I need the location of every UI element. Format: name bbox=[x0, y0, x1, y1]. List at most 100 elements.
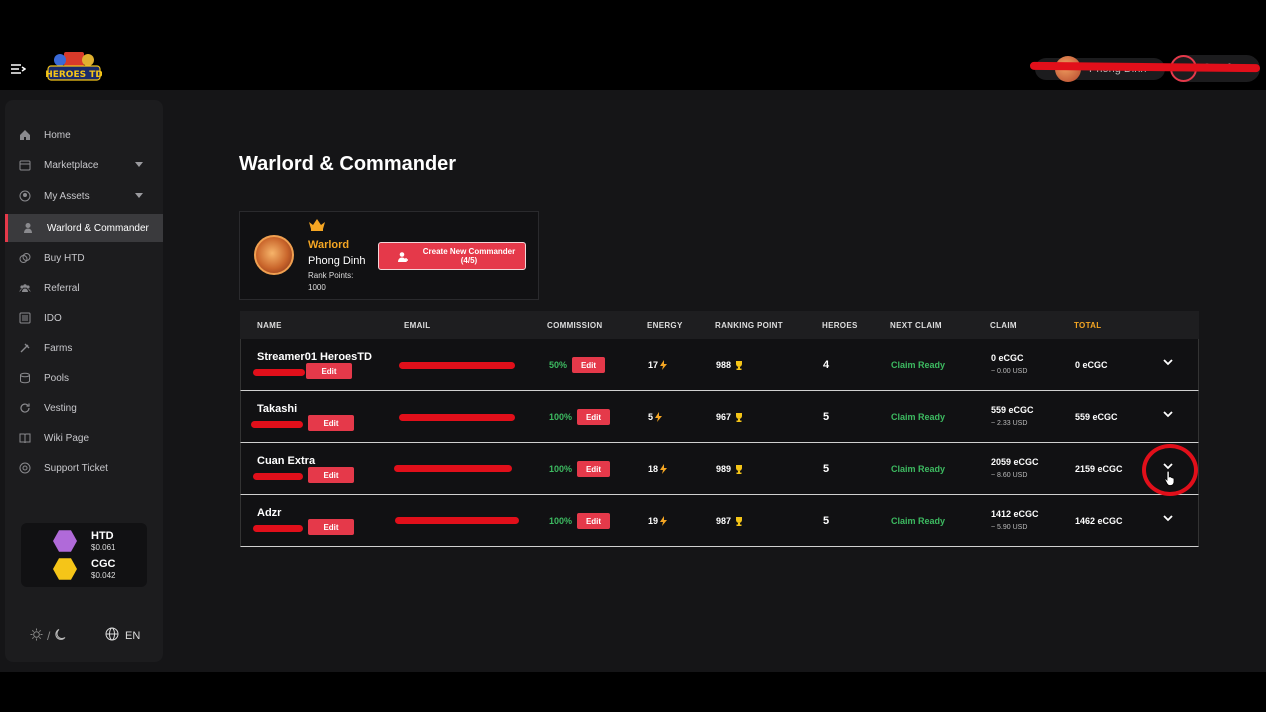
language-selector[interactable]: EN bbox=[105, 627, 140, 644]
column-header: EMAIL bbox=[404, 321, 431, 330]
energy: 18 bbox=[648, 464, 668, 474]
edit-name-button[interactable]: Edit bbox=[308, 415, 354, 431]
edit-commission-button[interactable]: Edit bbox=[577, 461, 610, 477]
sidebar-item-marketplace[interactable]: Marketplace bbox=[5, 151, 163, 179]
refresh-icon bbox=[18, 401, 32, 415]
coin-name: CGC bbox=[91, 558, 116, 570]
warlord-name: Phong Dinh bbox=[308, 255, 366, 267]
commander-table: NAME EMAIL COMMISSION ENERGY RANKING POI… bbox=[240, 311, 1199, 548]
claim-amount: 2059 eCGC bbox=[991, 457, 1039, 467]
commander-name: Adzr bbox=[257, 507, 282, 519]
ranking-value: 989 bbox=[716, 464, 732, 474]
chevron-down-icon[interactable] bbox=[1161, 511, 1175, 525]
lightning-icon bbox=[660, 464, 668, 474]
column-header: ENERGY bbox=[647, 321, 683, 330]
chevron-down-icon[interactable] bbox=[1161, 355, 1175, 369]
sidebar-item-ido[interactable]: IDO bbox=[5, 304, 163, 332]
chevron-down-icon[interactable] bbox=[1161, 407, 1175, 421]
sidebar-item-label: IDO bbox=[44, 312, 62, 324]
sidebar-item-warlord-commander[interactable]: Warlord & Commander bbox=[5, 214, 163, 242]
store-icon bbox=[18, 158, 32, 172]
hand-cursor-icon bbox=[1164, 470, 1176, 491]
energy: 5 bbox=[648, 412, 663, 422]
sidebar-item-label: Referral bbox=[44, 282, 80, 294]
token-prices-panel: HTD $0.061 CGC $0.042 bbox=[21, 523, 147, 587]
energy: 17 bbox=[648, 360, 668, 370]
claim-usd: ~ 8.60 USD bbox=[991, 472, 1028, 479]
sidebar-item-vesting[interactable]: Vesting bbox=[5, 394, 163, 422]
ranking-value: 967 bbox=[716, 412, 732, 422]
user-circle-icon bbox=[18, 189, 32, 203]
rank-points-value: 1000 bbox=[308, 283, 326, 292]
sidebar-item-label: Buy HTD bbox=[44, 252, 85, 264]
sidebar-item-support-ticket[interactable]: Support Ticket bbox=[5, 454, 163, 482]
energy-value: 5 bbox=[648, 412, 654, 422]
group-icon bbox=[18, 281, 32, 295]
heroes-td-logo[interactable]: HEROES TD bbox=[45, 50, 103, 86]
claim-amount: 0 eCGC bbox=[991, 353, 1024, 363]
top-bar: HEROES TD Phong Dinh 0x...4c bbox=[0, 0, 1266, 90]
email-redacted bbox=[399, 414, 515, 421]
highlight-circle bbox=[1142, 444, 1198, 496]
table-row: Takashi Edit 100% Edit 5 967 5 Claim Rea… bbox=[240, 391, 1199, 443]
sidebar-item-home[interactable]: Home bbox=[5, 121, 163, 149]
lightning-icon bbox=[660, 360, 668, 370]
commander-name: Cuan Extra bbox=[257, 455, 316, 467]
redaction-mark bbox=[253, 525, 303, 532]
claim-amount: 1412 eCGC bbox=[991, 509, 1039, 519]
theme-toggle[interactable]: / bbox=[30, 628, 67, 644]
edit-commission-button[interactable]: Edit bbox=[577, 513, 610, 529]
ranking-value: 987 bbox=[716, 516, 732, 526]
sidebar-item-label: My Assets bbox=[44, 190, 90, 202]
heroes-count: 4 bbox=[823, 359, 830, 371]
edit-commission-button[interactable]: Edit bbox=[572, 357, 605, 373]
sidebar-item-pools[interactable]: Pools bbox=[5, 364, 163, 392]
commission-value: 100% bbox=[549, 464, 573, 474]
sidebar-item-my-assets[interactable]: My Assets bbox=[5, 182, 163, 210]
commission-value: 100% bbox=[549, 412, 573, 422]
commander-name: Streamer01 HeroesTD bbox=[257, 351, 372, 363]
trophy-icon bbox=[736, 517, 743, 526]
edit-commission-button[interactable]: Edit bbox=[577, 409, 610, 425]
warlord-avatar bbox=[254, 235, 294, 275]
email-redacted bbox=[394, 465, 512, 472]
list-icon bbox=[18, 311, 32, 325]
edit-name-button[interactable]: Edit bbox=[306, 363, 352, 379]
ranking: 987 bbox=[716, 516, 744, 526]
ranking: 988 bbox=[716, 360, 744, 370]
create-commander-button[interactable]: Create New Commander (4/5) bbox=[378, 242, 526, 270]
moon-icon[interactable] bbox=[54, 628, 67, 644]
warlord-card: Warlord Phong Dinh Rank Points: 1000 Cre… bbox=[239, 211, 539, 300]
sidebar-item-farms[interactable]: Farms bbox=[5, 334, 163, 362]
sidebar-item-buy-htd[interactable]: Buy HTD bbox=[5, 244, 163, 272]
lightning-icon bbox=[655, 412, 663, 422]
chevron-down-icon[interactable] bbox=[135, 162, 143, 167]
heroes-count: 5 bbox=[823, 463, 830, 475]
claim-usd: ~ 5.90 USD bbox=[991, 524, 1028, 531]
column-header-total: TOTAL bbox=[1074, 321, 1102, 330]
sidebar-item-wiki-page[interactable]: Wiki Page bbox=[5, 424, 163, 452]
warlord-role: Warlord bbox=[308, 239, 350, 251]
heroes-count: 5 bbox=[823, 515, 830, 527]
edit-name-button[interactable]: Edit bbox=[308, 519, 354, 535]
claim-usd: ~ 2.33 USD bbox=[991, 420, 1028, 427]
energy-value: 17 bbox=[648, 360, 659, 370]
person-icon bbox=[21, 221, 35, 235]
sidebar-item-referral[interactable]: Referral bbox=[5, 274, 163, 302]
sidebar: Home Marketplace My Assets Warlord & Com… bbox=[5, 100, 163, 662]
book-icon bbox=[18, 431, 32, 445]
theme-separator: / bbox=[47, 629, 51, 643]
redaction-mark bbox=[253, 473, 303, 480]
logo-text: HEROES TD bbox=[46, 70, 102, 80]
chevron-down-icon[interactable] bbox=[135, 193, 143, 198]
claim-amount: 559 eCGC bbox=[991, 405, 1034, 415]
menu-toggle-icon[interactable] bbox=[10, 62, 27, 76]
edit-name-button[interactable]: Edit bbox=[308, 467, 354, 483]
home-icon bbox=[18, 128, 32, 142]
sun-icon[interactable] bbox=[30, 628, 43, 644]
column-header: RANKING POINT bbox=[715, 321, 783, 330]
database-icon bbox=[18, 371, 32, 385]
total-amount: 0 eCGC bbox=[1075, 360, 1108, 370]
heroes-count: 5 bbox=[823, 411, 830, 423]
lightning-icon bbox=[660, 516, 668, 526]
